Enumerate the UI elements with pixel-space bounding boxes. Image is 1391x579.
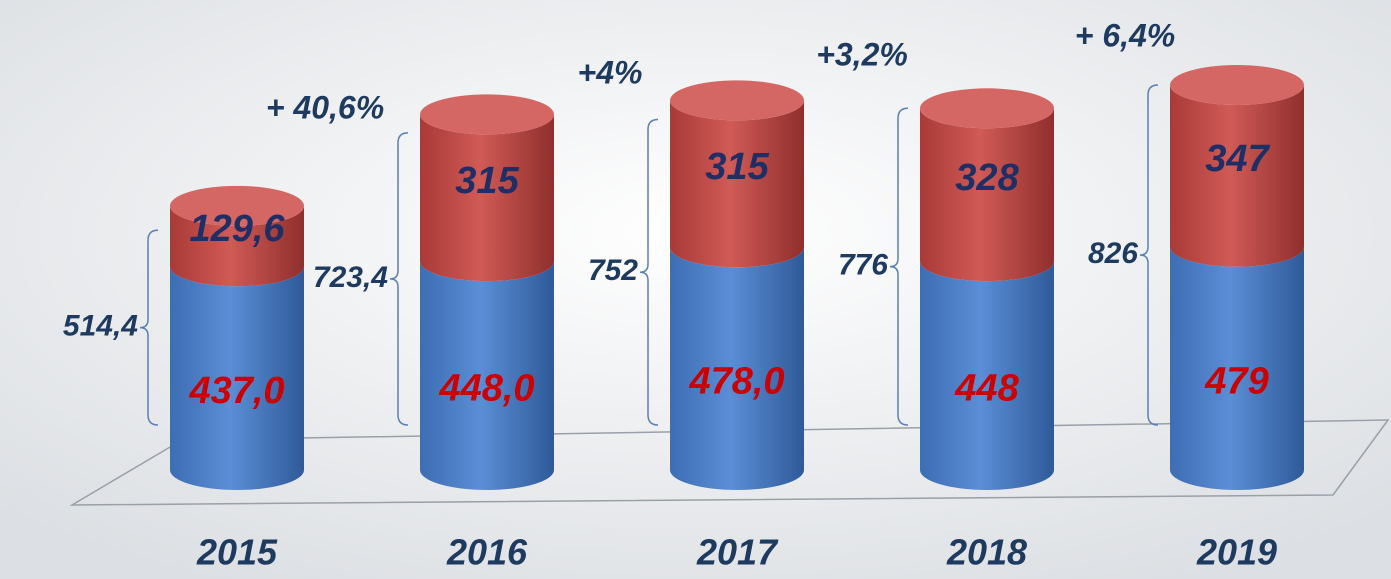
total-brace [1139,84,1159,426]
cylinder-segment [420,114,554,282]
value-label: 448,0 [438,368,534,410]
cylinder-segment [670,100,804,268]
total-brace [389,132,409,426]
cylinder-cap [420,94,554,135]
total-label: 514,4 [63,310,138,343]
value-label: 479 [1204,360,1268,402]
x-tick-label: 2017 [696,532,779,573]
floor [69,419,1390,506]
x-tick-label: 2018 [946,532,1027,573]
growth-annotation: + 6,4% [1075,17,1176,53]
total-label: 723,4 [313,261,388,294]
value-label: 437,0 [188,370,284,412]
cylinder-segment [420,261,554,490]
value-label: 448 [954,368,1019,410]
cylinder-segment [920,261,1054,490]
value-label: 315 [455,160,519,202]
value-label: 347 [1205,138,1270,180]
x-tick-label: 2016 [446,532,528,573]
total-label: 752 [588,254,638,287]
cylinder-segment [1170,246,1304,490]
total-brace [139,229,159,426]
cylinder-cap [170,185,304,226]
cylinder-segment [920,108,1054,282]
total-brace [889,107,909,426]
x-tick-label: 2019 [1196,532,1277,573]
growth-annotation: + 40,6% [266,89,384,125]
cylinder-segment [1170,85,1304,267]
cylinder-segment [170,266,304,490]
total-brace [639,118,659,426]
cylinder-segment [670,247,804,490]
cylinder-cap [1170,65,1304,105]
growth-annotation: +3,2% [816,36,908,72]
total-label: 826 [1088,237,1138,270]
total-label: 776 [838,249,888,282]
value-label: 129,6 [189,208,285,250]
value-label: 328 [955,157,1019,199]
cylinder-cap [670,80,804,121]
growth-annotation: +4% [578,54,643,90]
cylinder-cap [920,88,1054,129]
value-label: 315 [705,146,769,188]
x-tick-label: 2015 [196,532,278,573]
cylinder-segment [170,205,304,287]
value-label: 478,0 [688,361,784,403]
